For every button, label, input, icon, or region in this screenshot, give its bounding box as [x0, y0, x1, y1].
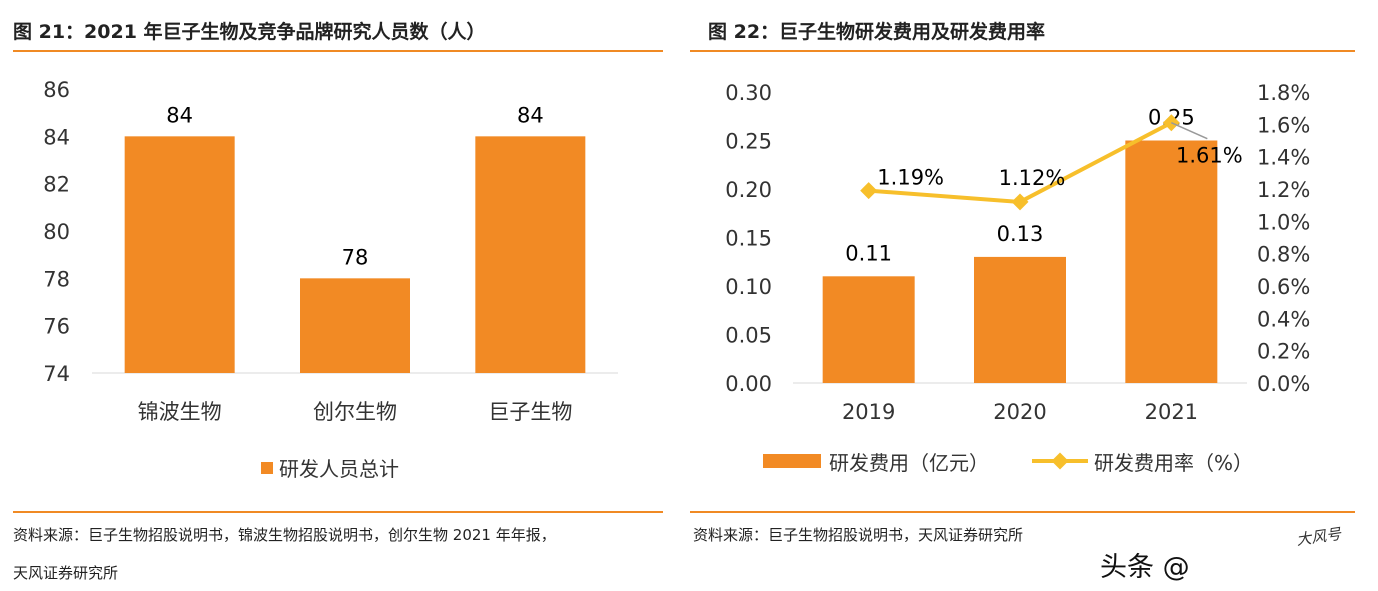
bar [124, 136, 235, 373]
y-left-tick-label: 0.10 [725, 275, 772, 299]
bar [822, 276, 915, 383]
right-chart: 0.30 0.25 0.20 0.15 0.10 0.05 0.00 1.8% 1.6% 1.4%… [725, 81, 1310, 475]
y-tick-label: 76 [43, 315, 70, 339]
legend-bar-swatch [763, 454, 821, 468]
bar-data-label: 0.11 [845, 241, 892, 265]
watermark-text: 头条 @ [1100, 552, 1190, 583]
line-label-leader [1171, 122, 1208, 140]
data-label: 84 [166, 103, 193, 127]
line-marker [1011, 193, 1029, 211]
watermark-seal: 大风号 [1295, 524, 1343, 549]
y-tick-label: 82 [43, 173, 70, 197]
left-title-rule [13, 50, 663, 52]
bar [300, 278, 410, 373]
legend-swatch [261, 462, 273, 474]
y-right-tick-label: 0.4% [1257, 307, 1310, 331]
y-right-tick-label: 1.8% [1257, 81, 1310, 105]
x-tick-label: 2020 [993, 400, 1046, 424]
line-data-label: 1.12% [999, 166, 1066, 190]
data-label: 84 [517, 103, 544, 127]
y-right-tick-label: 0.2% [1257, 340, 1310, 364]
data-label: 78 [342, 245, 369, 269]
x-tick-label: 2019 [842, 400, 895, 424]
y-left-tick-label: 0.25 [725, 130, 772, 154]
y-tick-label: 74 [43, 362, 70, 386]
y-left-tick-label: 0.15 [725, 227, 772, 251]
y-left-tick-label: 0.30 [725, 81, 772, 105]
legend-line-label: 研发费用率（%） [1094, 451, 1253, 475]
y-left-tick-label: 0.20 [725, 178, 772, 202]
left-source-line2: 天风证券研究所 [13, 564, 119, 582]
legend-line-marker [1051, 452, 1069, 470]
bar [1125, 140, 1218, 383]
y-right-tick-label: 1.0% [1257, 210, 1310, 234]
right-title-rule [690, 50, 1355, 52]
y-right-tick-label: 0.6% [1257, 275, 1310, 299]
y-left-tick-label: 0.00 [725, 372, 772, 396]
right-source-line1: 资料来源：巨子生物招股说明书，天风证券研究所 [693, 526, 1024, 544]
bar-data-label: 0.13 [997, 222, 1044, 246]
y-tick-label: 80 [43, 220, 70, 244]
y-right-tick-label: 1.4% [1257, 146, 1310, 170]
bar [974, 256, 1066, 383]
y-tick-label: 84 [43, 125, 70, 149]
y-tick-label: 78 [43, 267, 70, 291]
left-chart-title: 图 21：2021 年巨子生物及竞争品牌研究人员数（人） [13, 21, 486, 43]
y-right-tick-label: 1.2% [1257, 178, 1310, 202]
left-source-line1: 资料来源：巨子生物招股说明书，锦波生物招股说明书，创尔生物 2021 年年报， [13, 526, 556, 544]
y-right-tick-label: 1.6% [1257, 113, 1310, 137]
legend-bar-label: 研发费用（亿元） [829, 451, 989, 475]
right-chart-title: 图 22：巨子生物研发费用及研发费用率 [708, 21, 1046, 43]
y-right-tick-label: 0.0% [1257, 372, 1310, 396]
y-tick-label: 86 [43, 78, 70, 102]
line-data-label: 1.61% [1176, 144, 1243, 168]
x-tick-label: 创尔生物 [313, 400, 397, 424]
y-left-tick-label: 0.05 [725, 324, 772, 348]
x-tick-label: 锦波生物 [138, 400, 222, 424]
y-right-tick-label: 0.8% [1257, 243, 1310, 267]
left-source-rule [13, 511, 663, 513]
x-tick-label: 2021 [1145, 400, 1198, 424]
line-marker [860, 182, 878, 200]
bar [475, 136, 586, 373]
right-source-rule [690, 511, 1355, 513]
x-tick-label: 巨子生物 [488, 400, 572, 424]
line-data-label: 1.19% [877, 166, 944, 190]
legend-label: 研发人员总计 [279, 457, 399, 481]
